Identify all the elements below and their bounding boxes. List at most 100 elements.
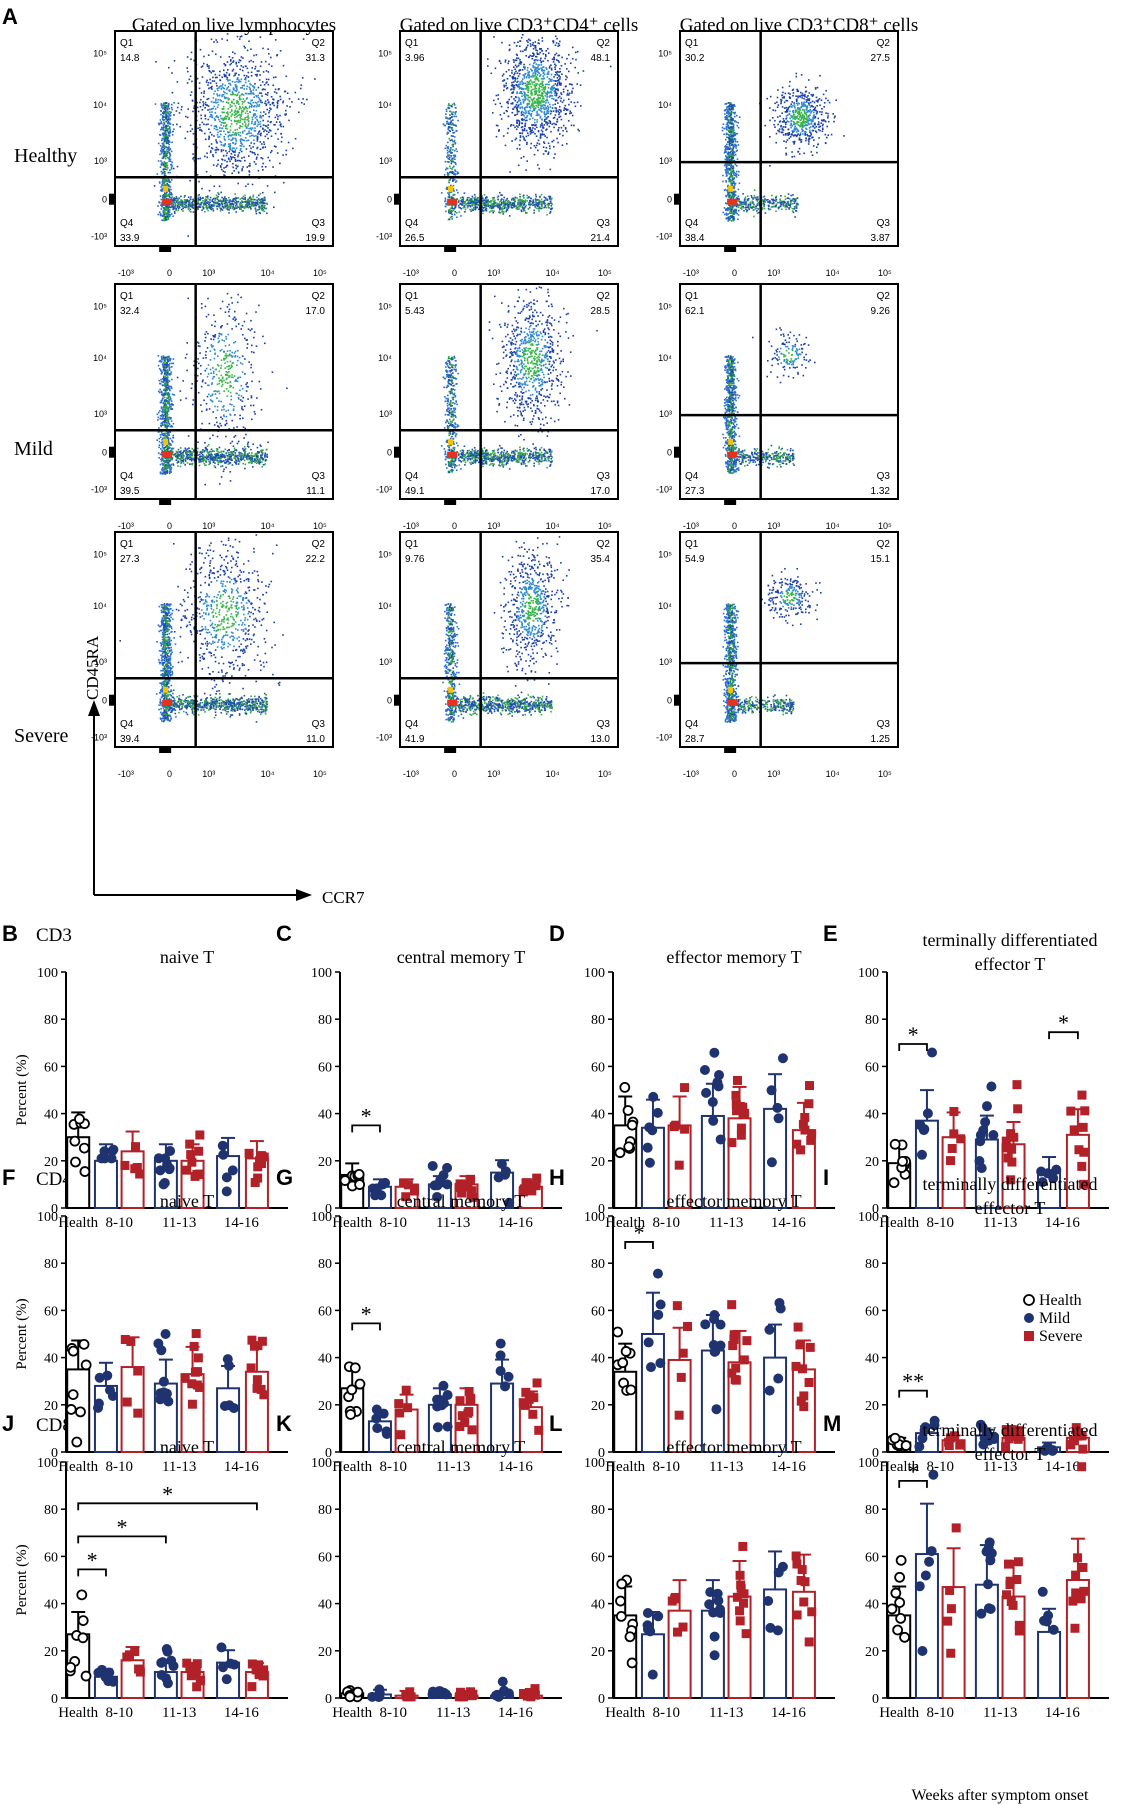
event-dot: [159, 195, 162, 197]
event-dot: [241, 210, 244, 212]
event-dot: [470, 198, 472, 200]
event-dot: [519, 45, 521, 47]
event-dot: [554, 71, 557, 73]
event-dot: [260, 132, 262, 135]
event-dot: [521, 107, 524, 109]
event-dot: [493, 36, 495, 38]
event-dot: [532, 131, 535, 133]
event-dot: [493, 205, 495, 208]
event-dot: [526, 81, 529, 83]
event-dot: [451, 103, 454, 106]
event-dot: [554, 153, 556, 155]
event-dot: [731, 144, 734, 146]
event-dot: [539, 48, 541, 51]
event-dot: [249, 206, 252, 209]
event-dot: [248, 127, 250, 130]
event-dot: [566, 130, 568, 133]
event-dot: [226, 112, 229, 115]
event-dot: [228, 212, 230, 214]
event-dot: [274, 39, 277, 41]
event-dot: [522, 82, 525, 84]
event-dot: [518, 72, 521, 75]
event-dot: [207, 81, 210, 84]
event-dot: [730, 150, 733, 152]
event-dot: [203, 204, 205, 206]
event-dot: [558, 105, 561, 108]
event-dot: [541, 100, 544, 103]
event-dot: [216, 41, 219, 43]
event-dot: [302, 98, 304, 100]
event-dot: [483, 199, 485, 202]
event-dot: [175, 196, 178, 198]
event-dot: [220, 150, 223, 153]
event-dot: [161, 188, 163, 191]
event-dot: [454, 158, 456, 160]
event-dot: [735, 133, 737, 135]
event-dot: [229, 146, 231, 149]
event-dot: [460, 200, 463, 203]
event-dot: [172, 208, 175, 210]
event-dot: [457, 119, 459, 122]
event-dot: [203, 90, 205, 93]
event-dot: [222, 206, 225, 208]
event-dot: [541, 50, 544, 52]
event-dot: [170, 179, 173, 181]
event-dot: [201, 205, 204, 208]
event-dot: [487, 205, 490, 208]
event-dot: [253, 161, 256, 163]
event-dot: [509, 171, 511, 173]
event-dot: [551, 58, 554, 61]
event-dot: [727, 109, 730, 111]
event-dot: [239, 36, 242, 38]
event-dot: [161, 205, 163, 208]
event-dot: [446, 152, 449, 154]
event-dot: [451, 157, 453, 159]
event-dot: [239, 160, 242, 162]
event-dot: [519, 202, 522, 204]
event-dot: [546, 72, 549, 74]
event-dot: [254, 101, 257, 104]
event-dot: [234, 160, 237, 162]
event-dot: [499, 102, 501, 105]
event-dot: [541, 130, 544, 133]
event-dot: [539, 133, 542, 135]
event-dot: [182, 210, 184, 212]
event-dot: [453, 207, 456, 210]
event-dot: [556, 59, 558, 61]
event-dot: [560, 110, 562, 113]
event-dot: [506, 132, 509, 134]
event-dot: [226, 202, 228, 204]
event-dot: [514, 138, 517, 141]
event-dot: [503, 79, 506, 82]
event-dot: [553, 90, 556, 92]
event-dot: [538, 68, 540, 70]
event-dot: [162, 105, 164, 107]
event-dot: [160, 198, 163, 201]
event-dot: [722, 174, 724, 177]
event-dot: [516, 121, 518, 123]
event-dot: [525, 110, 527, 112]
event-dot: [267, 127, 269, 129]
event-dot: [246, 166, 249, 168]
event-dot: [277, 88, 280, 91]
event-dot: [255, 94, 257, 97]
event-dot: [193, 59, 195, 62]
event-dot: [257, 94, 259, 97]
event-dot: [268, 129, 271, 131]
event-dot: [250, 59, 252, 62]
event-dot: [241, 132, 244, 134]
event-dot: [215, 140, 218, 143]
event-dot: [237, 182, 239, 185]
event-dot: [513, 84, 516, 87]
event-dot: [462, 200, 464, 202]
event-dot: [548, 67, 551, 69]
event-dot: [204, 114, 206, 117]
event-dot: [722, 180, 724, 183]
event-dot: [540, 86, 543, 88]
event-dot: [545, 67, 547, 69]
event-dot: [452, 209, 455, 212]
x-tick-label: 10³: [202, 268, 215, 278]
event-dot: [162, 113, 165, 115]
event-dot: [731, 175, 734, 178]
event-dot: [223, 138, 226, 140]
